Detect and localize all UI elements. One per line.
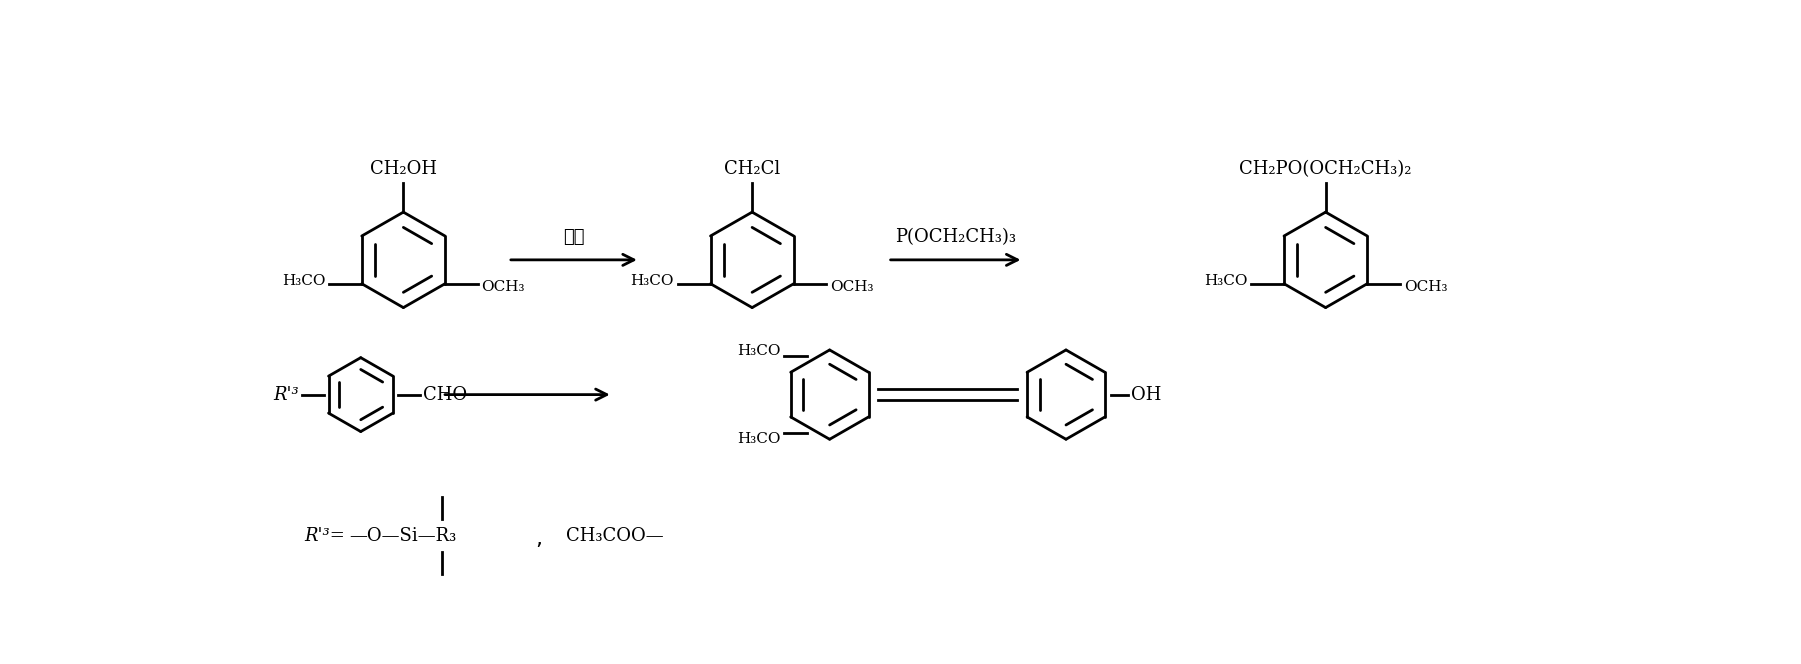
Text: ,: , [535, 529, 542, 549]
Text: P(OCH₂CH₃)₃: P(OCH₂CH₃)₃ [895, 228, 1016, 246]
Text: OH: OH [1131, 386, 1162, 404]
Text: R'³: R'³ [274, 386, 299, 404]
Text: H₃CO: H₃CO [630, 274, 674, 288]
Text: OCH₃: OCH₃ [830, 280, 873, 293]
Text: CHO: CHO [423, 386, 466, 404]
Text: CH₃COO—: CH₃COO— [566, 527, 665, 544]
Text: R'³=: R'³= [304, 527, 346, 544]
Text: H₃CO: H₃CO [1205, 274, 1248, 288]
Text: H₃CO: H₃CO [281, 274, 326, 288]
Text: CH₂OH: CH₂OH [369, 160, 438, 178]
Text: H₃CO: H₃CO [737, 343, 782, 357]
Text: CH₂PO(OCH₂CH₃)₂: CH₂PO(OCH₂CH₃)₂ [1239, 160, 1412, 178]
Text: 氯代: 氯代 [564, 228, 585, 246]
Text: OCH₃: OCH₃ [481, 280, 524, 293]
Text: —O—Si—R₃: —O—Si—R₃ [349, 527, 456, 544]
Text: OCH₃: OCH₃ [1403, 280, 1448, 293]
Text: CH₂Cl: CH₂Cl [724, 160, 780, 178]
Text: H₃CO: H₃CO [737, 432, 782, 446]
